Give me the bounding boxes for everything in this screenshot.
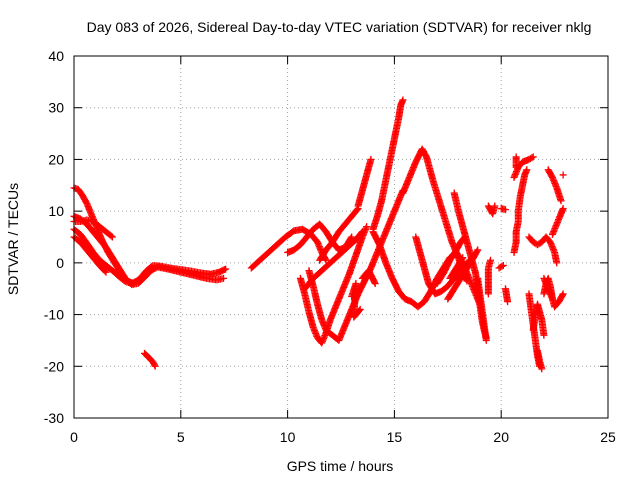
series-arc-d: [70, 216, 116, 241]
series-arc-y: [495, 261, 507, 272]
data-point: [108, 233, 116, 241]
data-point: [458, 255, 466, 263]
plot-frame: [73, 55, 609, 419]
series-arc-f: [140, 349, 159, 370]
series-arc-n: [369, 96, 407, 233]
data-point: [357, 229, 365, 237]
series-arc-z: [497, 205, 509, 214]
series-arc-am: [559, 171, 567, 179]
data-point: [482, 336, 490, 344]
series-arc-af: [529, 300, 548, 339]
series-arc-j: [305, 267, 362, 344]
x-tick-label: 25: [600, 429, 616, 445]
data-point: [553, 259, 561, 267]
series-arc-w: [484, 256, 495, 298]
x-tick-label: 10: [280, 429, 296, 445]
data-point: [363, 223, 371, 231]
series-arc-k: [316, 205, 362, 264]
x-axis-label: GPS time / hours: [287, 458, 394, 474]
data-point: [107, 232, 115, 240]
data-point: [102, 268, 110, 276]
ticks-layer: [73, 55, 609, 419]
data-point: [559, 205, 567, 213]
series-arc-ab: [510, 166, 531, 257]
data-point: [538, 365, 546, 373]
points-layer: [70, 96, 567, 373]
x-tick-label: 5: [177, 429, 185, 445]
data-point: [459, 254, 467, 262]
y-tick-label: 0: [56, 255, 64, 271]
data-point: [356, 305, 364, 313]
series-arc-aj: [544, 166, 565, 205]
y-tick-label: -30: [44, 410, 64, 426]
series-arc-ad: [512, 153, 520, 171]
series-arc-l: [301, 228, 366, 293]
data-point: [462, 276, 470, 284]
data-point: [491, 202, 499, 210]
y-axis-label: SDTVAR / TECUs: [5, 183, 21, 295]
data-point: [322, 256, 330, 264]
data-point: [151, 362, 159, 370]
data-point: [371, 280, 379, 288]
series-arc-ak: [548, 205, 567, 238]
data-point: [540, 331, 548, 339]
x-tick-label: 15: [387, 429, 403, 445]
data-point: [150, 361, 158, 369]
data-point: [139, 271, 147, 279]
series-arc-v: [474, 274, 490, 344]
y-tick-label: 20: [48, 151, 64, 167]
data-point: [487, 256, 495, 264]
series-arc-al: [540, 274, 556, 303]
data-point: [499, 261, 507, 269]
data-point: [523, 166, 531, 174]
data-point: [529, 153, 537, 161]
y-tick-label: -20: [44, 358, 64, 374]
y-tick-label: -10: [44, 307, 64, 323]
data-point: [557, 197, 565, 205]
tick-labels: 0 5 10 15 20 25 -30 -20 -10 0 10 20 30 40: [44, 48, 616, 445]
x-tick-label: 20: [493, 429, 509, 445]
series-arc-an: [358, 267, 379, 288]
chart-title: Day 083 of 2026, Sidereal Day-to-day VTE…: [87, 19, 592, 35]
data-point: [140, 270, 148, 278]
data-point: [348, 233, 356, 241]
series-arc-ap: [446, 254, 467, 282]
data-point: [548, 295, 556, 303]
data-point: [528, 154, 536, 162]
series-arc-ag: [534, 347, 546, 373]
data-point: [222, 265, 230, 273]
series-arc-ah: [525, 233, 561, 267]
data-point: [101, 267, 109, 275]
series-arc-aa: [501, 285, 512, 306]
data-point: [474, 246, 482, 254]
data-point: [498, 262, 506, 270]
y-tick-label: 30: [48, 100, 64, 116]
y-tick-label: 40: [48, 48, 64, 64]
data-point: [220, 274, 228, 282]
series-arc-x: [484, 202, 499, 218]
data-point: [353, 206, 361, 214]
data-point: [358, 228, 366, 236]
x-tick-label: 0: [70, 429, 78, 445]
y-tick-label: 10: [48, 203, 64, 219]
data-point: [367, 155, 375, 163]
data-point: [355, 307, 363, 315]
data-point: [399, 96, 407, 104]
data-point: [473, 247, 481, 255]
series-arc-m: [354, 155, 375, 210]
data-point: [558, 291, 566, 299]
series-arc-ao: [348, 280, 364, 321]
data-point: [559, 171, 567, 179]
data-point: [512, 163, 520, 171]
data-point: [463, 277, 471, 285]
data-point: [501, 206, 509, 214]
data-point: [559, 290, 567, 298]
data-point: [504, 298, 512, 306]
